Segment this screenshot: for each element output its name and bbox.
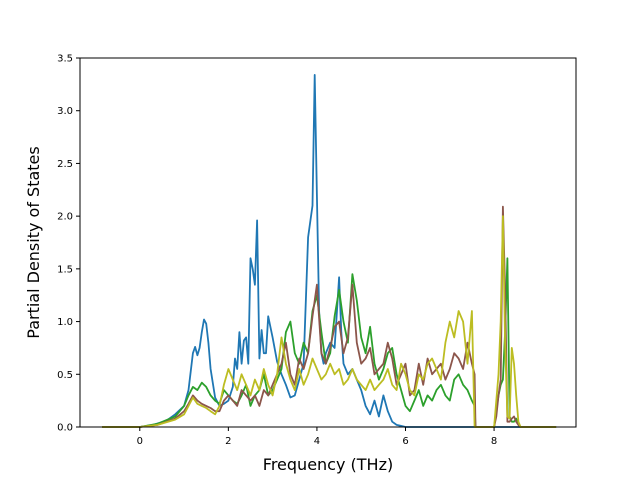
x-tick-label: 8 — [491, 436, 497, 447]
x-axis-label: Frequency (THz) — [263, 455, 393, 474]
y-tick-label: 2.5 — [57, 159, 73, 170]
ticks-layer: 0 2 4 6 8 0.0 0.5 1.0 1.5 2.0 2.5 3.0 3.5 — [57, 54, 497, 448]
y-tick-label: 2.0 — [57, 212, 73, 223]
x-tick-label: 6 — [402, 436, 408, 447]
y-tick-label: 3.0 — [57, 106, 73, 117]
y-tick-label: 3.5 — [57, 54, 73, 65]
x-tick-label: 0 — [137, 436, 143, 447]
plot-frame — [79, 57, 577, 428]
y-tick-label: 0.0 — [57, 423, 73, 434]
y-tick-label: 0.5 — [57, 370, 73, 381]
series-line-1 — [102, 74, 557, 428]
y-tick-label: 1.5 — [57, 264, 73, 275]
x-tick-label: 4 — [314, 436, 320, 447]
y-tick-label: 1.0 — [57, 317, 73, 328]
y-axis-label: Partial Density of States — [24, 146, 43, 338]
x-tick-label: 2 — [225, 436, 231, 447]
